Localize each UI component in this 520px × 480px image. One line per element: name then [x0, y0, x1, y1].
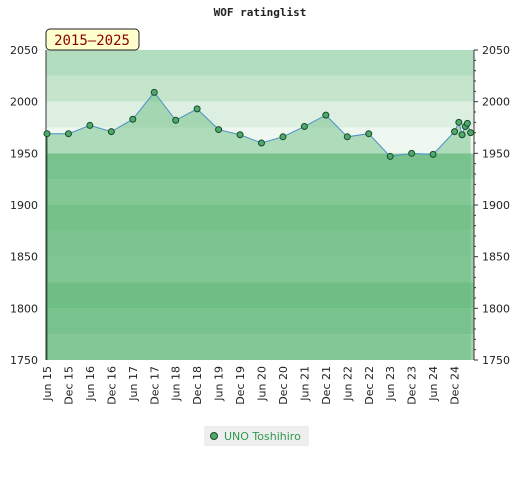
data-point: [258, 139, 265, 147]
x-tick-label: Dec 21: [320, 366, 333, 405]
data-point: [365, 130, 373, 138]
data-point: [429, 150, 437, 158]
data-point: [215, 126, 223, 134]
y-tick-label: 1900: [482, 199, 510, 212]
data-point: [408, 149, 416, 157]
data-point: [463, 119, 471, 127]
data-point: [386, 152, 394, 160]
date-range-badge-box: [45, 28, 140, 51]
y-tick-label: 2000: [10, 96, 38, 109]
data-points: [43, 88, 475, 160]
legend-label: UNO Toshihiro: [224, 429, 301, 443]
y-tick-label: 1950: [10, 147, 38, 160]
x-tick-label: Dec 22: [363, 366, 376, 405]
data-point: [451, 128, 459, 136]
y-tick-label: 1750: [482, 354, 510, 367]
data-point: [193, 105, 201, 113]
grid-band: [46, 50, 474, 76]
x-tick-label: Dec 16: [105, 366, 118, 405]
background-bands: [46, 50, 474, 360]
legend[interactable]: UNO Toshihiro: [204, 426, 309, 446]
data-point: [150, 88, 158, 96]
data-point: [467, 129, 475, 137]
y-tick-label: 1800: [482, 302, 510, 315]
axes: [45, 49, 478, 361]
x-tick-label: Jun 17: [127, 366, 140, 402]
legend-marker-icon: [210, 432, 218, 440]
data-point: [458, 131, 466, 139]
grid-band: [46, 205, 474, 231]
data-point: [43, 130, 51, 138]
x-tick-label: Dec 24: [449, 366, 462, 405]
x-tick-label: Dec 18: [191, 366, 204, 405]
x-tick-label: Jun 22: [341, 366, 354, 402]
rating-area-fill: [47, 92, 471, 360]
x-tick-label: Jun 20: [256, 366, 269, 402]
x-tick-label: Jun 21: [298, 366, 311, 402]
y-tick-label: 2000: [482, 96, 510, 109]
x-axis-labels: Jun 15 Dec 15 Jun 16 Dec 16 Jun 17 Dec 17 Jun …: [41, 366, 462, 405]
grid-band: [46, 75, 474, 102]
data-point: [172, 116, 180, 124]
grid-band: [46, 179, 474, 205]
date-range-badge-text: 2015—2025: [54, 33, 130, 49]
y-tick-label: 2050: [10, 44, 38, 57]
y-tick-label: 2050: [482, 44, 510, 57]
x-tick-label: Dec 15: [62, 366, 75, 405]
chart-title: WOF ratinglist: [213, 6, 307, 19]
data-point: [64, 130, 72, 138]
data-point: [322, 111, 330, 119]
data-point: [107, 128, 115, 136]
y-tick-label: 1900: [10, 199, 38, 212]
grid-band: [46, 153, 474, 180]
y-tick-label: 1950: [482, 147, 510, 160]
x-tick-label: Jun 16: [84, 366, 97, 402]
grid-band: [46, 282, 474, 309]
data-point: [343, 133, 351, 141]
data-point: [455, 118, 463, 126]
y-axis-left-labels: 1750 1800 1850 1900 1950 2000 2050: [10, 44, 38, 367]
grid-band: [46, 308, 474, 335]
y-tick-label: 1750: [10, 354, 38, 367]
x-tick-label: Jun 24: [427, 366, 440, 402]
date-range-badge: 2015—2025: [45, 28, 140, 51]
y-tick-label: 1800: [10, 302, 38, 315]
grid-band: [46, 230, 474, 257]
data-point: [279, 133, 287, 141]
grid-band: [46, 334, 474, 360]
y-tick-label: 1850: [10, 251, 38, 264]
x-tick-label: Dec 17: [148, 366, 161, 405]
data-point: [86, 121, 94, 129]
data-point: [129, 115, 137, 123]
x-tick-label: Dec 19: [234, 366, 247, 405]
data-point: [300, 122, 308, 130]
x-tick-label: Jun 15: [41, 366, 54, 402]
y-axis-right-labels: 1750 1800 1850 1900 1950 2000 2050: [482, 44, 510, 367]
x-tick-label: Jun 19: [213, 366, 226, 402]
x-tick-label: Jun 18: [170, 366, 183, 402]
y-tick-label: 1850: [482, 251, 510, 264]
data-point: [236, 131, 244, 139]
x-tick-label: Dec 23: [406, 366, 419, 405]
grid-band: [46, 256, 474, 283]
x-tick-label: Dec 20: [277, 366, 290, 405]
grid-band: [46, 101, 474, 128]
x-tick-label: Jun 23: [384, 366, 397, 402]
